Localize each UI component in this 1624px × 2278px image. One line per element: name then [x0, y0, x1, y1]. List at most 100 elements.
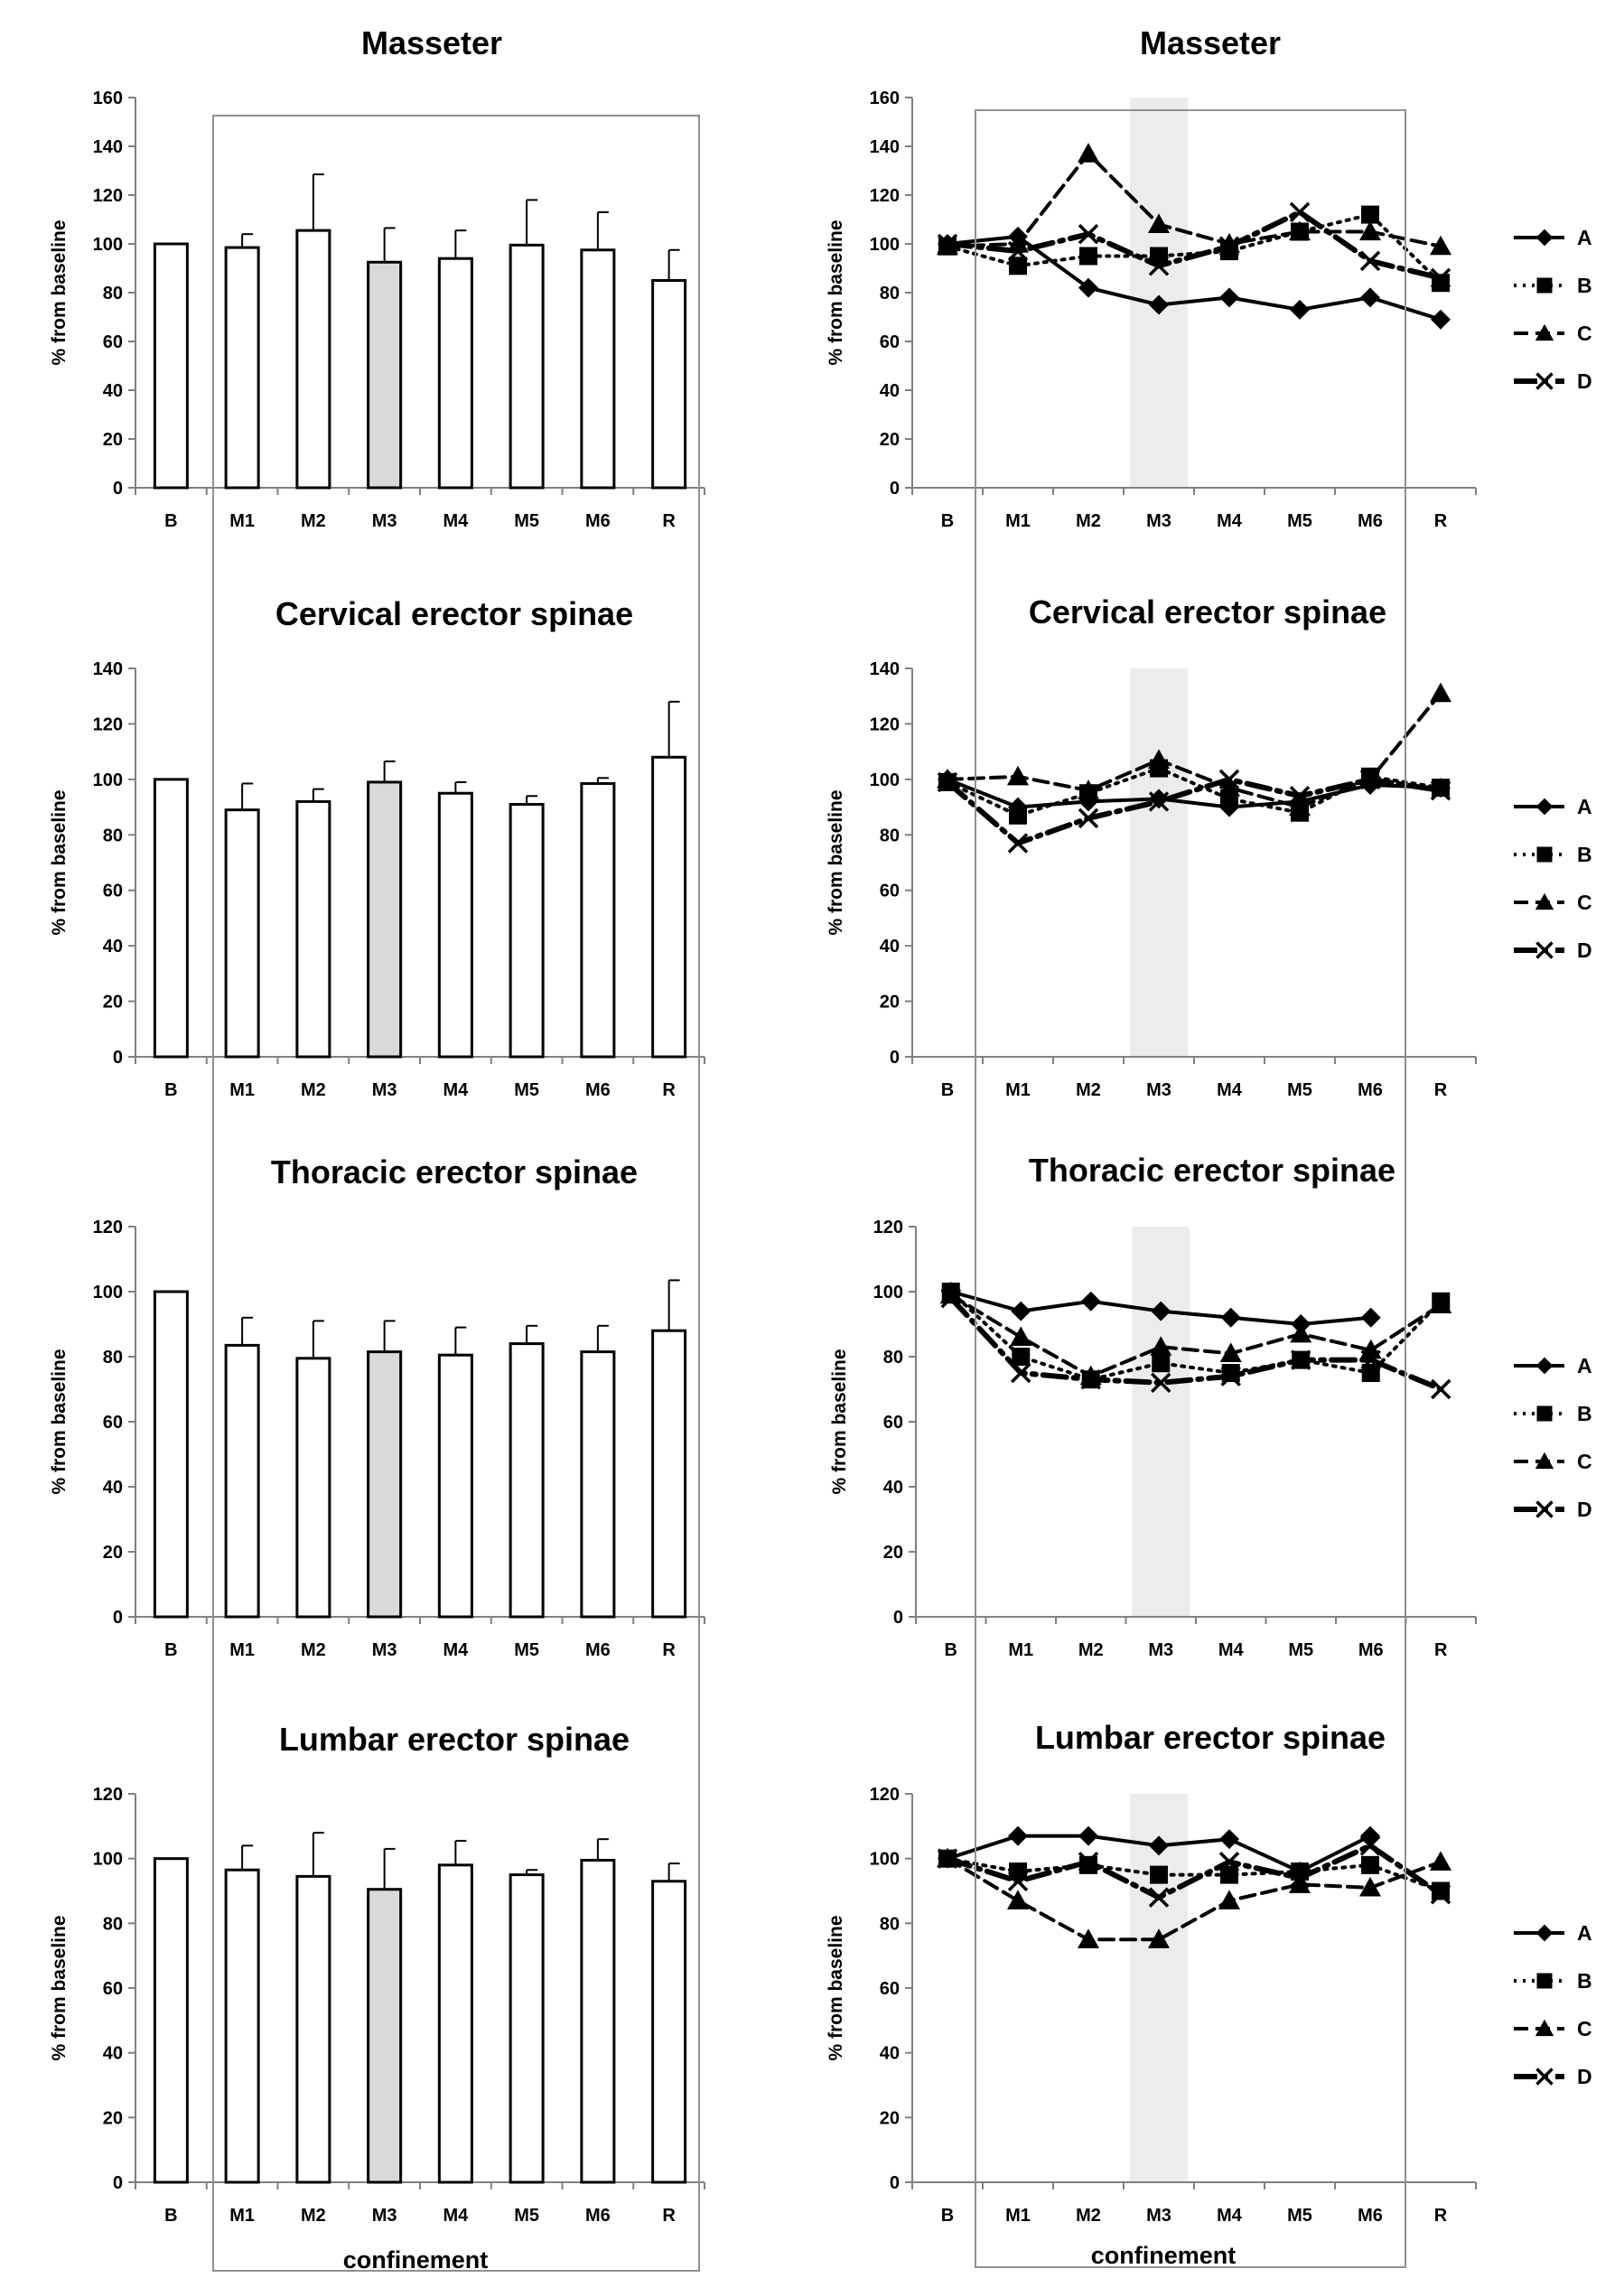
point-a-m3: [1151, 1301, 1171, 1321]
point-a-m4: [1220, 1307, 1241, 1328]
point-b-m3: [1152, 1354, 1171, 1373]
chart-title: Lumbar erector spinae: [1035, 1719, 1386, 1756]
legend-marker-b: [1536, 1973, 1553, 1989]
y-tick-label: 0: [113, 2173, 123, 2193]
x-tick-label: M1: [1005, 511, 1031, 531]
legend-marker-a: [1535, 1924, 1554, 1942]
x-tick-label: M4: [1217, 511, 1243, 531]
y-tick-label: 100: [873, 1283, 903, 1302]
legend-label-a: A: [1577, 1354, 1592, 1377]
legend-marker-d: [1535, 372, 1554, 390]
y-tick-label: 60: [103, 1413, 123, 1433]
y-tick-label: 80: [103, 284, 123, 303]
series-line-d: [947, 1295, 1444, 1392]
point-b-m6: [1361, 1855, 1379, 1874]
y-axis-label: % from baseline: [49, 789, 70, 935]
y-tick-label: 60: [103, 1979, 123, 1999]
x-tick-label: R: [1434, 2206, 1448, 2226]
y-tick-label: 20: [103, 430, 123, 450]
x-tick-label: M2: [1078, 1640, 1104, 1660]
legend-label-c: C: [1577, 891, 1592, 914]
y-tick-label: 40: [103, 2044, 123, 2064]
y-tick-label: 140: [870, 659, 900, 679]
bar-m3: [367, 1888, 403, 2184]
x-tick-label: R: [662, 2206, 676, 2226]
legend-marker-a: [1535, 1357, 1554, 1375]
x-tick-label: B: [941, 511, 954, 531]
x-tick-label: R: [662, 511, 676, 531]
series-line-c: [946, 1856, 1442, 1942]
point-d-r: [1430, 1883, 1451, 1905]
bar-b: [153, 242, 189, 490]
y-tick-label: 80: [880, 826, 900, 845]
y-tick-label: 100: [93, 235, 123, 255]
x-tick-label: B: [164, 2206, 177, 2226]
point-b-m6: [1361, 205, 1379, 224]
legend-label-d: D: [1577, 938, 1592, 962]
bar-r: [651, 755, 687, 1059]
x-tick-label: M5: [1287, 511, 1312, 531]
x-tick-label: B: [164, 1640, 177, 1660]
y-axis-label: % from baseline: [49, 1915, 70, 2060]
point-b-m1: [1009, 257, 1027, 275]
x-tick-label: M5: [514, 1640, 539, 1660]
chart-title: Cervical erector spinae: [275, 595, 633, 632]
y-axis-label: % from baseline: [49, 219, 70, 365]
point-c-m2: [1078, 143, 1099, 163]
point-d-m5: [1289, 201, 1311, 223]
legend-marker-b: [1536, 846, 1553, 863]
point-c-m1: [1007, 765, 1029, 786]
series-d: [940, 1287, 1451, 1400]
confinement-label-left: confinement: [343, 2246, 489, 2273]
y-tick-label: 20: [880, 2108, 900, 2128]
point-a-m2: [1078, 277, 1098, 298]
x-tick-label: M4: [1217, 2206, 1243, 2226]
y-tick-label: 0: [113, 1608, 123, 1628]
point-b-m6: [1361, 1364, 1380, 1382]
legend-marker-b: [1536, 1405, 1553, 1422]
legend-marker-d: [1535, 2068, 1554, 2086]
bar-m1: [224, 1868, 260, 2184]
y-tick-label: 40: [880, 381, 900, 401]
x-tick-label: M5: [1287, 2206, 1312, 2226]
point-d-b: [937, 1848, 958, 1869]
x-tick-label: M1: [229, 1640, 255, 1660]
point-c-m3: [1148, 1928, 1170, 1948]
y-tick-label: 20: [103, 993, 123, 1013]
series-line-d: [945, 1842, 1443, 1901]
legend-label-b: B: [1577, 1969, 1592, 1993]
line-chart-cervical: Cervical erector spinae 0 20 40 60 80 100 120 14…: [826, 593, 1592, 1100]
bar-chart-lumbar: Lumbar erector spinae 0 20 40 60 80 100 120 % fr…: [49, 1721, 705, 2226]
point-d-b: [937, 233, 958, 255]
legend-label-d: D: [1577, 369, 1592, 393]
point-c-b: [937, 768, 958, 789]
y-tick-label: 40: [103, 937, 123, 957]
bar-chart-cervical: Cervical erector spinae 0 20 40 60 80 100 120 14…: [49, 595, 705, 1100]
point-d-m1: [1007, 1871, 1029, 1891]
series-line-b: [946, 1856, 1442, 1893]
y-tick-label: 60: [103, 332, 123, 352]
point-c-m2: [1078, 1928, 1099, 1948]
x-tick-label: R: [1434, 1640, 1448, 1660]
point-c-m5: [1289, 1873, 1311, 1893]
x-tick-label: M6: [585, 511, 611, 531]
bar-m5: [509, 803, 545, 1059]
point-d-m4: [1218, 769, 1240, 790]
x-tick-label: M6: [585, 1080, 611, 1100]
line-chart-thoracic: Thoracic erector spinae 0 20 40 60 80 100 120 % …: [829, 1152, 1592, 1660]
x-tick-label: B: [941, 1080, 954, 1100]
y-tick-label: 0: [890, 479, 900, 499]
y-tick-label: 40: [103, 381, 123, 401]
overlay-layer: confinement confinement: [212, 109, 1406, 2273]
y-tick-label: 80: [883, 1348, 903, 1368]
point-d-m5: [1289, 786, 1311, 807]
bar-m6: [580, 781, 616, 1059]
point-d-r: [1431, 1378, 1451, 1400]
bar-m2: [295, 229, 331, 490]
point-c-m5: [1289, 220, 1311, 241]
x-tick-label: M3: [372, 1640, 397, 1660]
x-tick-label: M4: [443, 511, 469, 531]
legend-marker-a: [1535, 798, 1554, 816]
highlight-band: [1130, 98, 1188, 488]
y-tick-label: 100: [870, 1850, 900, 1870]
